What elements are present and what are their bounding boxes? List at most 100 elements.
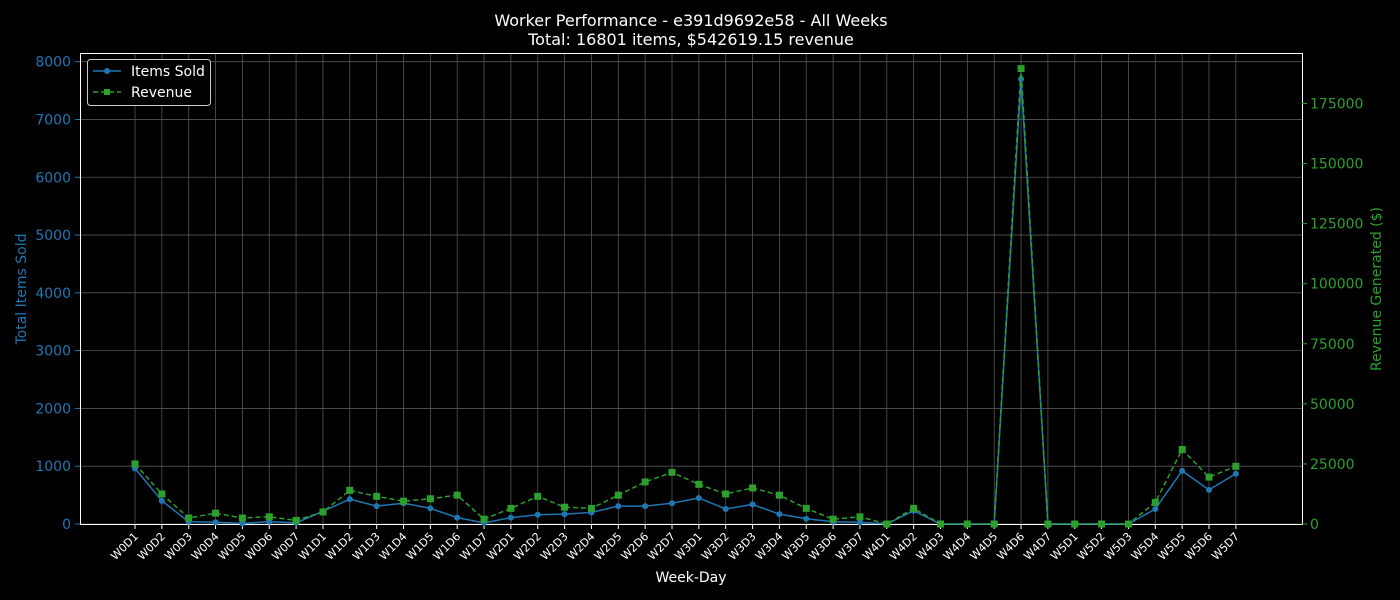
left-axis-label: Total Items Sold — [14, 234, 30, 346]
items-sold-point — [454, 514, 461, 521]
right-tick-label: 100000 — [1310, 277, 1363, 293]
items-sold-point — [212, 519, 219, 526]
items-sold-point — [346, 496, 353, 503]
items-sold-point — [856, 519, 863, 526]
x-tick-label: W4D3 — [914, 530, 947, 563]
right-tick-label: 75000 — [1310, 337, 1355, 353]
x-tick-label: W2D6 — [619, 530, 652, 563]
x-axis-label: Week-Day — [655, 570, 726, 586]
left-axis: 0 1000 2000 3000 4000 5000 6000 7000 8000 — [35, 55, 80, 533]
x-tick-label: W5D1 — [1048, 530, 1081, 563]
x-tick-label: W3D6 — [806, 530, 839, 563]
items-sold-point — [373, 503, 380, 510]
revenue-point — [212, 509, 220, 517]
right-axis: 0 25000 50000 75000 100000 125000 150000 175000 — [1302, 96, 1363, 533]
items-sold-point — [507, 514, 514, 521]
items-sold-point — [642, 503, 649, 510]
x-tick-label: W5D5 — [1156, 530, 1189, 563]
items-sold-point — [695, 494, 702, 501]
items-sold-point — [427, 505, 434, 512]
x-tick-label: W1D3 — [350, 530, 383, 563]
revenue-point — [829, 515, 837, 523]
items-sold-point — [534, 511, 541, 518]
left-tick-label: 8000 — [35, 55, 71, 71]
revenue-point — [614, 491, 622, 499]
items-sold-point — [669, 500, 675, 507]
left-tick-label: 3000 — [35, 344, 71, 360]
revenue-point — [561, 503, 569, 511]
right-tick-label: 50000 — [1310, 397, 1355, 413]
x-tick-label: W0D6 — [243, 530, 276, 563]
x-tick-label: W4D5 — [968, 530, 1001, 563]
x-tick-label: W5D7 — [1209, 530, 1242, 563]
right-tick-label: 0 — [1310, 517, 1319, 533]
x-tick-label: W3D2 — [699, 530, 732, 563]
revenue-point — [158, 490, 166, 498]
grid — [80, 53, 1302, 525]
revenue-point — [802, 504, 810, 512]
items-sold-point — [1232, 470, 1239, 477]
items-sold-point — [722, 505, 729, 512]
revenue-point — [346, 486, 354, 494]
revenue-point — [238, 514, 246, 522]
x-tick-label: W5D4 — [1129, 530, 1162, 563]
x-tick-label: W1D1 — [296, 530, 329, 563]
revenue-point — [292, 516, 300, 524]
revenue-point — [1178, 446, 1186, 454]
x-tick-label: W2D3 — [538, 530, 571, 563]
x-tick-label: W0D4 — [189, 530, 222, 563]
revenue-point — [1205, 473, 1213, 481]
items-sold-point — [1179, 467, 1186, 474]
revenue-point — [587, 504, 595, 512]
x-tick-label: W5D2 — [1075, 530, 1108, 563]
x-tick-label: W4D2 — [887, 530, 920, 563]
items-sold-point — [1152, 505, 1159, 512]
items-sold-point — [615, 503, 622, 510]
right-tick-label: 150000 — [1310, 157, 1363, 173]
items-sold-point — [239, 520, 246, 527]
legend-revenue-label: Revenue — [131, 85, 192, 101]
x-tick-label: W4D7 — [1021, 530, 1054, 563]
x-tick-label: W3D1 — [672, 530, 705, 563]
series-revenue-line — [134, 68, 1237, 525]
x-tick-label: W1D5 — [404, 530, 437, 563]
revenue-point — [856, 513, 864, 521]
series-layer — [131, 65, 1240, 528]
revenue-point — [373, 492, 381, 500]
items-sold-point — [803, 515, 810, 522]
x-tick-label: W2D5 — [592, 530, 625, 563]
left-tick-label: 7000 — [35, 112, 71, 128]
series-items-sold-line — [134, 78, 1237, 525]
right-tick-label: 25000 — [1310, 457, 1355, 473]
x-tick-label: W4D1 — [860, 530, 893, 563]
left-tick-label: 1000 — [35, 459, 71, 475]
revenue-point — [883, 520, 891, 528]
revenue-point — [453, 491, 461, 499]
legend-items-sold-label: Items Sold — [131, 64, 205, 80]
revenue-point — [963, 520, 971, 528]
x-tick-label: W3D4 — [753, 530, 786, 563]
revenue-point — [507, 504, 515, 512]
x-tick-label: W1D4 — [377, 530, 410, 563]
revenue-point — [426, 495, 434, 503]
x-tick-label: W0D7 — [269, 530, 302, 563]
items-sold-point — [158, 497, 165, 504]
x-tick-label: W1D2 — [323, 530, 356, 563]
x-tick-label: W2D2 — [511, 530, 544, 563]
right-tick-label: 175000 — [1310, 96, 1363, 112]
x-tick-label: W2D4 — [565, 530, 598, 563]
revenue-point — [319, 508, 327, 516]
plot-frame — [80, 53, 1303, 525]
x-tick-label: W3D7 — [833, 530, 866, 563]
x-tick-label: W0D2 — [135, 530, 168, 563]
revenue-point — [480, 515, 488, 523]
x-axis: W0D1W0D2W0D3W0D4W0D5W0D6W0D7W1D1W1D2W1D3… — [108, 524, 1242, 563]
revenue-point — [1232, 462, 1240, 470]
left-tick-label: 5000 — [35, 228, 71, 244]
revenue-point — [910, 504, 918, 512]
revenue-point — [668, 468, 676, 476]
revenue-point — [1017, 65, 1025, 73]
right-axis-label: Revenue Generated ($) — [1369, 207, 1385, 371]
chart-subtitle: Total: 16801 items, $542619.15 revenue — [527, 30, 854, 49]
